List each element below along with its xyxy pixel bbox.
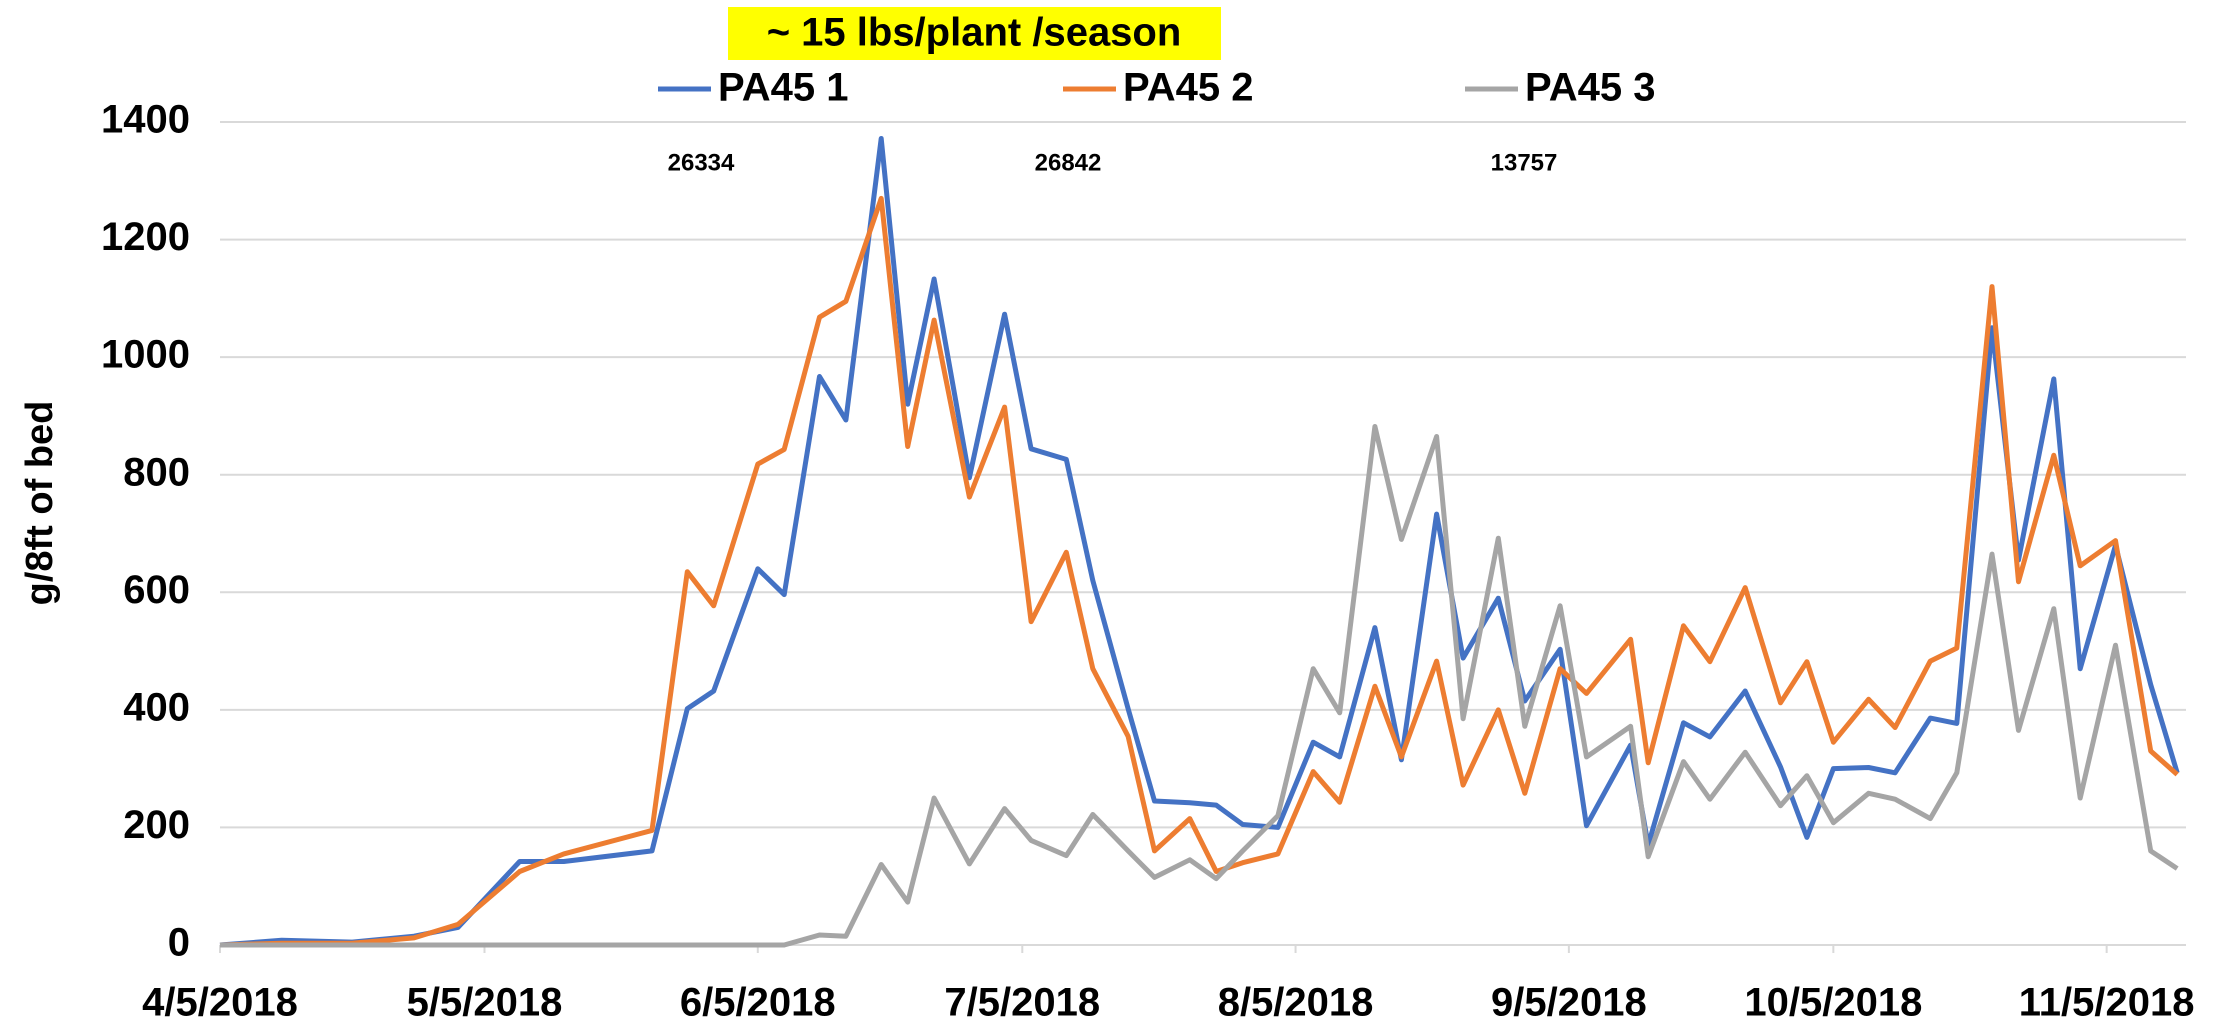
y-axis-label: g/8ft of bed — [19, 401, 61, 606]
annotation: 26334 — [668, 149, 735, 176]
y-tick-label: 800 — [123, 450, 190, 494]
x-tick-label: 7/5/2018 — [944, 981, 1100, 1019]
x-tick-label: 9/5/2018 — [1491, 981, 1647, 1019]
series-line — [219, 195, 2179, 948]
chart-title: ~ 15 lbs/plant /season — [767, 11, 1182, 55]
y-tick-label: 1400 — [101, 98, 190, 142]
series-line — [220, 424, 2179, 948]
annotation: 13757 — [1491, 149, 1558, 176]
x-tick-label: 5/5/2018 — [407, 981, 563, 1019]
series-line — [219, 136, 2180, 948]
x-tick-label: 10/5/2018 — [1744, 981, 1922, 1019]
x-tick-label: 6/5/2018 — [680, 981, 836, 1019]
y-tick-label: 1000 — [101, 333, 190, 377]
legend-label: PA45 1 — [718, 66, 848, 110]
legend-label: PA45 3 — [1525, 66, 1655, 110]
x-tick-label: 4/5/2018 — [142, 981, 298, 1019]
x-tick-label: 8/5/2018 — [1218, 981, 1374, 1019]
y-tick-label: 400 — [123, 685, 190, 729]
y-tick-label: 1200 — [101, 215, 190, 259]
y-tick-label: 200 — [123, 803, 190, 847]
y-tick-label: 600 — [123, 568, 190, 612]
y-tick-label: 0 — [168, 921, 190, 965]
legend-label: PA45 2 — [1123, 66, 1253, 110]
title-highlight — [728, 7, 1221, 60]
annotation: 26842 — [1035, 149, 1102, 176]
x-tick-label: 11/5/2018 — [2019, 981, 2195, 1019]
